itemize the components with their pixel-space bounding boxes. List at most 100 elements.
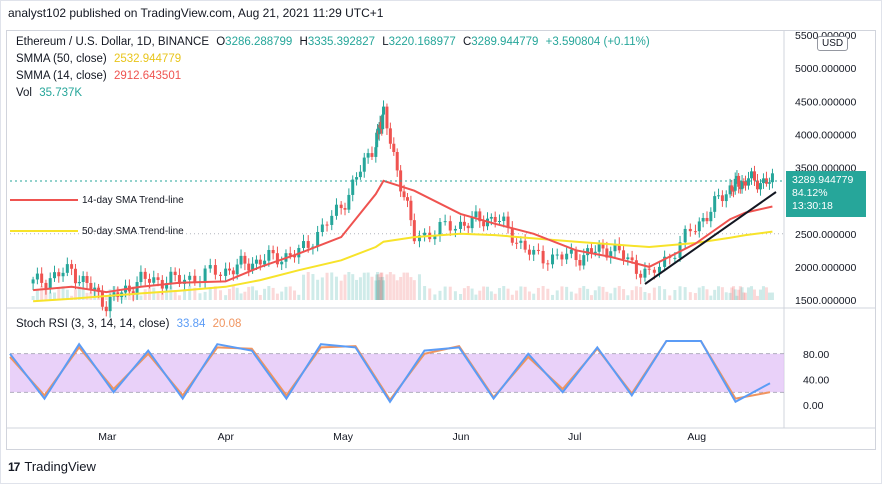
volume-bar xyxy=(381,276,385,300)
candle-body xyxy=(443,221,447,223)
volume-bar xyxy=(251,286,255,300)
candle-body xyxy=(688,228,692,232)
candle-body xyxy=(100,291,104,307)
stoch-tick-label: 0.00 xyxy=(803,400,824,412)
volume-bar xyxy=(379,272,383,300)
volume-bar xyxy=(284,286,288,300)
volume-bar xyxy=(208,286,212,300)
time-tick-label: May xyxy=(333,431,354,443)
price-tick-label: 5000.000000 xyxy=(795,63,856,75)
candle-body xyxy=(423,232,427,236)
volume-bar xyxy=(569,291,573,300)
volume-bar xyxy=(560,286,564,300)
volume-bar xyxy=(770,292,774,300)
volume-bar xyxy=(320,277,324,300)
volume-bar xyxy=(652,287,656,300)
candle-body xyxy=(663,256,667,267)
candle-body xyxy=(193,275,197,283)
stoch-tick-label: 40.00 xyxy=(803,374,829,386)
volume-bar xyxy=(478,290,482,300)
volume-bar xyxy=(188,286,192,300)
symbol-name[interactable]: Ethereum / U.S. Dollar, 1D, BINANCE xyxy=(16,36,210,48)
candle-body xyxy=(377,127,381,135)
stoch-axis-ticks: 80.00 40.00 0.00 xyxy=(803,349,829,412)
volume-bar xyxy=(239,293,243,300)
volume-bar xyxy=(302,274,306,300)
volume-bar xyxy=(362,272,366,300)
candle-body xyxy=(510,227,514,243)
volume-bar xyxy=(515,290,519,300)
candle-body xyxy=(57,272,61,277)
candle-body xyxy=(683,228,687,243)
currency-button[interactable]: USD xyxy=(817,36,849,51)
volume-bar xyxy=(306,272,310,300)
candle-body xyxy=(713,196,717,212)
candle-body xyxy=(527,249,531,255)
stoch-legend[interactable]: Stoch RSI (3, 3, 14, 14, close) 33.84 20… xyxy=(16,318,245,330)
volume-bar xyxy=(165,287,169,300)
candle-body xyxy=(733,178,737,191)
volume-bar xyxy=(65,289,69,300)
candle-body xyxy=(263,260,267,265)
volume-bar xyxy=(541,286,545,300)
volume-bar xyxy=(271,287,275,300)
volume-bar xyxy=(378,277,382,300)
volume-bar xyxy=(761,286,765,300)
volume-bar xyxy=(527,291,531,300)
volume-bar xyxy=(622,289,626,300)
candle-body xyxy=(73,268,77,284)
candle-body xyxy=(320,224,324,232)
volume-legend[interactable]: Vol 35.737K xyxy=(16,87,86,99)
smma50-legend[interactable]: SMMA (50, close) 2532.944779 xyxy=(16,53,185,65)
candle-body xyxy=(551,254,555,265)
volume-bar xyxy=(57,287,61,300)
volume-bar xyxy=(742,292,746,300)
candle-body xyxy=(697,221,701,232)
volume-bar xyxy=(643,291,647,300)
volume-bar xyxy=(152,287,156,300)
volume-bar xyxy=(755,295,759,300)
smma14-value: 2912.643501 xyxy=(113,70,182,82)
volume-bar xyxy=(597,286,601,300)
volume-bar xyxy=(626,295,630,300)
volume-bar xyxy=(593,290,597,300)
candle-body xyxy=(515,242,519,244)
volume-bar xyxy=(203,291,207,300)
candle-body xyxy=(459,221,463,229)
candle-body xyxy=(334,204,338,216)
close-label: C xyxy=(462,36,472,48)
candle-body xyxy=(271,249,275,254)
volume-bar xyxy=(139,295,143,300)
candle-body xyxy=(737,175,741,187)
candle-body xyxy=(330,215,334,225)
candle-body xyxy=(493,216,497,222)
candle-body xyxy=(85,276,89,283)
candle-body xyxy=(97,287,101,292)
candle-body xyxy=(227,268,231,271)
chart-area[interactable] xyxy=(6,30,876,450)
candle-body xyxy=(267,249,271,261)
candle-body xyxy=(626,257,630,260)
footer-brand[interactable]: 17 TradingView xyxy=(8,459,96,474)
trend-line xyxy=(644,191,777,285)
volume-bar xyxy=(376,274,380,300)
volume-bar xyxy=(325,272,329,300)
volume-bar xyxy=(293,290,297,300)
volume-bar xyxy=(31,296,35,300)
candle-body xyxy=(482,221,486,227)
candle-body xyxy=(152,277,156,283)
last-price-extra2: 13:30:18 xyxy=(792,200,833,212)
candle-body xyxy=(502,216,506,222)
volume-bar xyxy=(470,288,474,300)
candle-body xyxy=(358,171,362,178)
smma14-legend[interactable]: SMMA (14, close) 2912.643501 xyxy=(16,70,185,82)
volume-bar xyxy=(688,292,692,300)
candle-body xyxy=(235,264,239,275)
candle-body xyxy=(519,240,523,243)
volume-bar xyxy=(35,289,39,300)
candle-body xyxy=(44,282,48,289)
candle-body xyxy=(188,275,192,280)
candle-body xyxy=(395,151,399,171)
volume-bar xyxy=(630,290,634,300)
